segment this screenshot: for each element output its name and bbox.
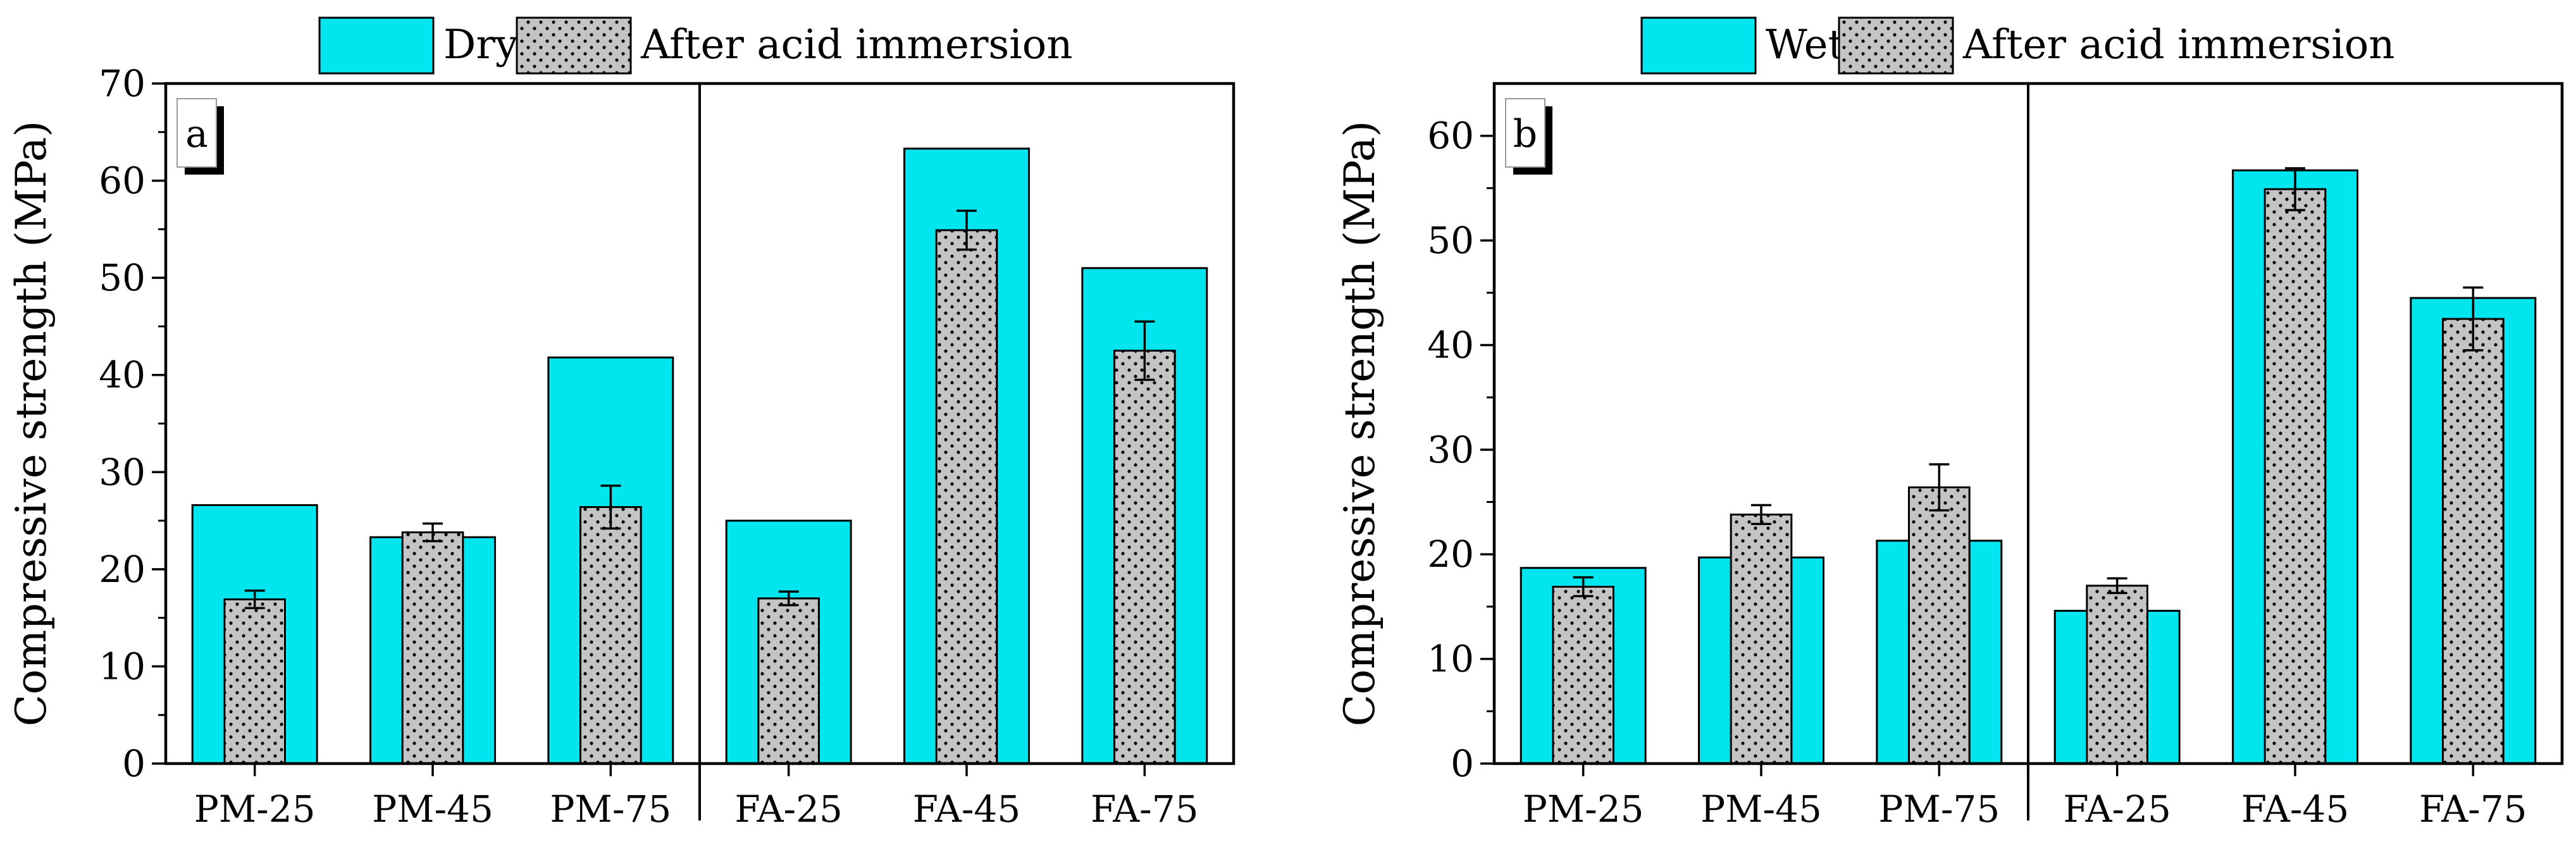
y-tick-label: 70 [99, 62, 146, 105]
y-tick-label: 30 [99, 450, 146, 493]
y-tick-label: 20 [99, 548, 146, 591]
bar-after-acid-immersion-pm-45 [401, 531, 464, 765]
y-tick-label: 50 [99, 256, 146, 299]
y-tick-label: 50 [1427, 219, 1474, 262]
x-tick-label: FA-75 [2419, 788, 2527, 831]
bar-after-acid-immersion-fa-45 [935, 229, 998, 765]
bar-after-acid-immersion-fa-25 [2086, 585, 2148, 765]
legend-swatch-after-acid-immersion [1838, 16, 1954, 75]
y-tick-label: 60 [1427, 115, 1474, 158]
plot-frame [1492, 82, 2564, 765]
y-tick-label: 10 [99, 645, 146, 688]
y-axis-title: Compressive strength (MPa) [1335, 121, 1384, 726]
x-tick-label: PM-75 [550, 788, 671, 831]
y-tick-label: 60 [99, 159, 146, 202]
bar-after-acid-immersion-fa-75 [2442, 318, 2505, 765]
panel-label: a [185, 112, 208, 156]
bar-after-acid-immersion-pm-25 [223, 598, 286, 765]
x-tick-label: PM-25 [1523, 788, 1644, 831]
panel-label-box [176, 98, 217, 168]
legend-swatch-wet [1640, 16, 1757, 75]
y-tick-label: 30 [1427, 428, 1474, 471]
chart-panel-b: PM-25 PM-45 PM-75 FA-25 FA-45 FA-75 0 10 20 30 40 5… [1335, 16, 2564, 831]
bar-after-acid-immersion-fa-45 [2263, 188, 2327, 765]
y-axis-title: Compressive strength (MPa) [7, 121, 56, 726]
y-tick-label: 20 [1427, 533, 1474, 576]
x-tick-label: PM-45 [372, 788, 493, 831]
x-tick-label: FA-25 [734, 788, 843, 831]
legend-label-wet: Wet [1766, 22, 1844, 68]
bar-after-acid-immersion-pm-45 [1730, 513, 1793, 765]
x-tick-label: PM-45 [1700, 788, 1822, 831]
bar-after-acid-immersion-pm-25 [1552, 586, 1614, 765]
bar-after-acid-immersion-pm-75 [579, 506, 642, 765]
bar-after-acid-immersion-pm-75 [1908, 486, 1971, 765]
legend-label-after-acid-immersion: After acid immersion [1962, 22, 2394, 68]
y-tick-label: 40 [1427, 323, 1474, 366]
x-tick-label: FA-75 [1091, 788, 1199, 831]
bar-after-acid-immersion-fa-25 [757, 597, 820, 765]
legend-swatch-after-acid-immersion [516, 16, 632, 75]
y-tick-label: 10 [1427, 638, 1474, 681]
panel-label-box [1505, 98, 1545, 168]
x-tick-label: FA-45 [913, 788, 1021, 831]
legend-label-dry: Dry [443, 22, 518, 68]
legend-label-after-acid-immersion: After acid immersion [640, 22, 1072, 68]
bar-after-acid-immersion-fa-75 [1113, 349, 1176, 765]
x-tick-label: PM-75 [1878, 788, 2000, 831]
x-tick-label: FA-25 [2063, 788, 2171, 831]
x-tick-label: PM-25 [194, 788, 316, 831]
y-tick-label: 0 [1451, 742, 1474, 785]
panel-label: b [1513, 112, 1537, 156]
x-tick-label: FA-45 [2241, 788, 2350, 831]
chart-panel-a: PM-25 PM-45 PM-75 FA-25 FA-45 FA-75 0 10 20 30 40 5… [7, 16, 1235, 831]
y-tick-label: 40 [99, 354, 146, 397]
legend-swatch-dry [318, 16, 435, 75]
y-tick-label: 0 [122, 742, 146, 785]
